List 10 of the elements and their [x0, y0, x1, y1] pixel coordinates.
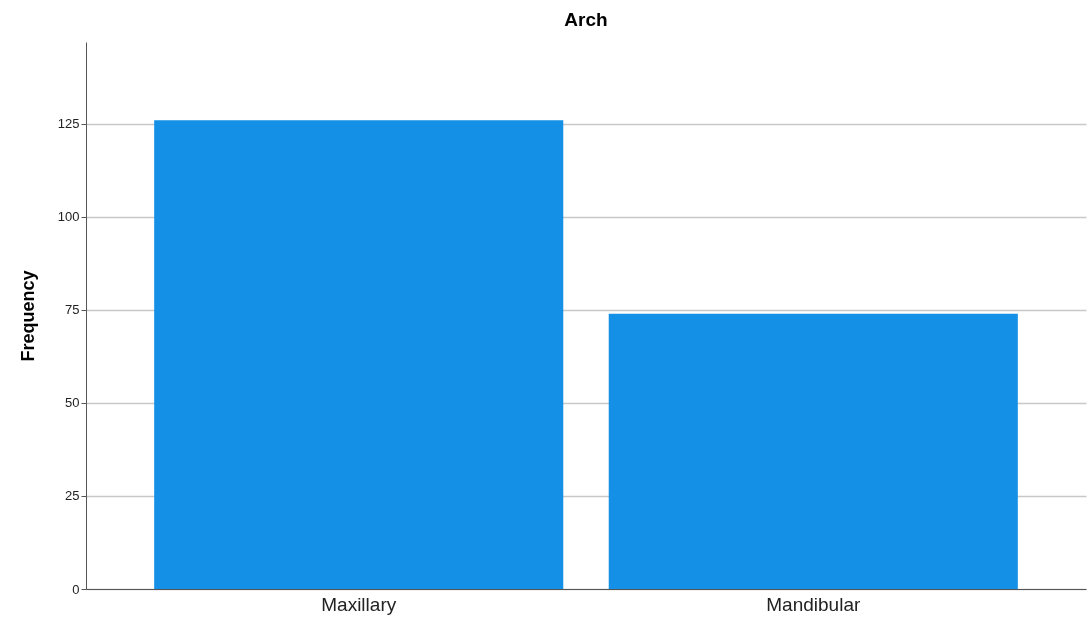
chart-title: Arch [564, 9, 608, 30]
y-tick-label: 75 [65, 302, 80, 318]
y-tick-label: 25 [65, 488, 80, 504]
y-tick-label: 125 [57, 116, 80, 132]
y-tick-label: 0 [72, 581, 80, 597]
y-tick-label: 50 [65, 395, 80, 411]
y-axis-title: Frequency [17, 270, 38, 362]
x-tick-label: Mandibular [766, 593, 861, 615]
x-tick-label: Maxillary [321, 593, 397, 615]
y-tick-label: 100 [57, 209, 80, 225]
